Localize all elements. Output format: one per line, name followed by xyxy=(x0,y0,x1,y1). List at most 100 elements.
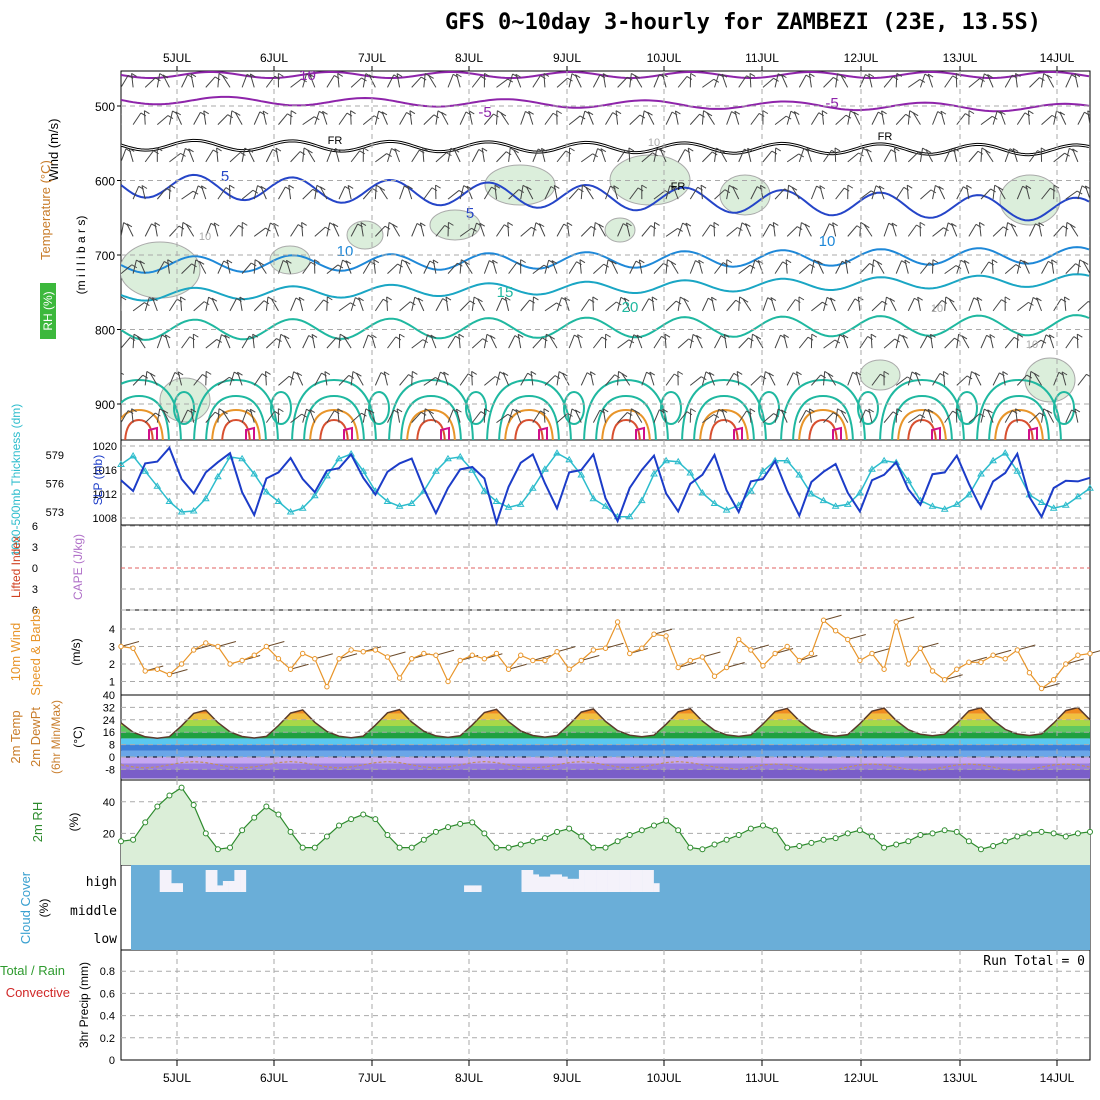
wind-barb xyxy=(226,259,231,274)
contour-lobe xyxy=(693,394,755,440)
wind-barb-flag xyxy=(373,115,380,120)
wind-barb-flag xyxy=(428,74,434,79)
wind-barb-flag xyxy=(361,77,367,82)
thickness-point xyxy=(856,489,864,496)
wind-barb-flag xyxy=(989,334,996,338)
wind-barb xyxy=(823,150,832,163)
wind-barb xyxy=(840,410,849,423)
wind-barb xyxy=(556,412,568,424)
wind-barb xyxy=(350,223,359,237)
thickness-point xyxy=(153,482,162,489)
wind-barb xyxy=(496,151,507,163)
wind-barb-flag xyxy=(806,148,813,153)
wind-barb xyxy=(525,186,534,200)
wind-barb xyxy=(1069,224,1079,237)
wind-barb-flag xyxy=(737,227,743,231)
wind-barb-flag xyxy=(1093,297,1098,300)
wind-barb xyxy=(181,409,189,423)
date-label-bottom: 8JUL xyxy=(455,1071,483,1085)
wind-barb-flag xyxy=(796,371,802,376)
wind-barb xyxy=(1033,373,1042,386)
wind-barb-flag xyxy=(298,296,305,301)
wind-barb xyxy=(1041,114,1053,126)
wind-barb-flag xyxy=(724,333,730,338)
wind-barb xyxy=(840,74,849,88)
wind-barb-flag xyxy=(395,336,402,341)
wind-barb-flag xyxy=(528,110,534,115)
rh-point xyxy=(747,825,754,832)
wind-barb-flag xyxy=(662,408,668,413)
contour-magenta xyxy=(148,426,158,440)
wind-barb xyxy=(930,334,934,349)
wind-barb-flag xyxy=(925,149,932,153)
wind-barb xyxy=(423,260,431,274)
wind-barb-flag xyxy=(966,375,973,380)
wind-barb xyxy=(229,371,235,386)
date-label-bottom: 10JUL xyxy=(647,1071,682,1085)
temp-band xyxy=(121,738,1090,745)
ytick-thickness: 576 xyxy=(46,479,64,491)
wind-barb-flag xyxy=(446,152,452,157)
cloud-bar-high xyxy=(544,876,551,892)
wind-barb xyxy=(217,73,220,88)
wind-barb xyxy=(714,147,717,162)
contour-lobe xyxy=(309,408,359,440)
wind-speed-point xyxy=(832,628,839,634)
wind-barb-flag xyxy=(399,333,405,338)
wind-barb xyxy=(278,113,288,125)
contour-label: 10 xyxy=(337,243,354,260)
wind-barb xyxy=(927,73,934,88)
wind-barb-10m xyxy=(992,649,1012,656)
wind-speed-point xyxy=(166,671,173,678)
wind-barb xyxy=(908,79,921,88)
wind-barb xyxy=(1029,150,1038,163)
wind-barb xyxy=(702,151,713,163)
wind-barb xyxy=(932,300,943,312)
wind-speed-point xyxy=(675,664,681,671)
wind-barb xyxy=(483,186,492,200)
wind-barb-flag xyxy=(804,223,811,228)
wind-barb-flag xyxy=(273,222,279,227)
wind-barb-flag xyxy=(394,148,400,153)
wind-barb xyxy=(605,185,611,200)
wind-barb xyxy=(262,110,267,125)
wind-barb-flag xyxy=(949,298,955,303)
wind-barb-flag xyxy=(892,76,899,81)
wind-barb-flag xyxy=(222,410,228,415)
wind-barb-flag xyxy=(979,413,985,418)
wind-barb-10m xyxy=(435,649,455,656)
wind-barb xyxy=(309,409,316,423)
ytick-thickness: 573 xyxy=(46,507,64,519)
wind-barb-flag xyxy=(688,338,694,343)
date-label-top: 14JUL xyxy=(1040,51,1075,65)
wind-barb-flag xyxy=(1034,372,1040,377)
wind-barb-flag xyxy=(616,301,622,306)
wind-barb xyxy=(980,73,985,88)
rh-point xyxy=(517,841,524,848)
wind-barb-flag xyxy=(162,74,169,79)
wind-barb xyxy=(149,373,158,386)
wind-barb xyxy=(362,73,367,88)
wind-barb xyxy=(997,186,1006,200)
wind-barb-flag xyxy=(878,185,885,190)
wind-barb xyxy=(193,301,205,312)
wind-barb xyxy=(1004,148,1011,163)
thickness-point xyxy=(759,467,767,474)
thickness-point xyxy=(407,499,416,506)
contour-lobe xyxy=(897,408,947,440)
date-label-top: 11JUL xyxy=(745,51,779,65)
wind-barb-flag xyxy=(1015,73,1021,77)
wind-speed-point xyxy=(602,645,609,651)
ytick-cloud: high xyxy=(86,875,117,890)
wind-barb xyxy=(726,185,730,200)
thickness-line xyxy=(120,452,1091,518)
wind-barb-flag xyxy=(578,188,584,193)
wind-barb xyxy=(229,152,241,163)
wind-barb xyxy=(992,226,1004,237)
thickness-point xyxy=(734,501,743,508)
wind-barb-flag xyxy=(222,75,228,79)
wind-barb xyxy=(265,75,276,88)
wind-barb-flag xyxy=(368,74,375,79)
wind-barb xyxy=(455,73,461,88)
wind-barb xyxy=(786,111,792,125)
